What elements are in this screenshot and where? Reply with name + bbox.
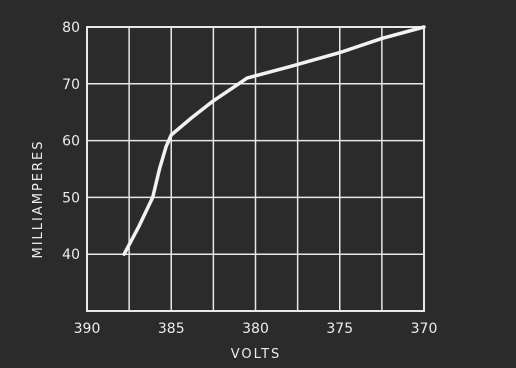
- x-tick-label: 380: [242, 321, 269, 337]
- y-tick-labels: 40 50 60 70 80: [62, 20, 80, 263]
- x-tick-label: 375: [326, 321, 353, 337]
- series-layer: [122, 25, 426, 256]
- x-tick-label: 385: [158, 321, 185, 337]
- x-tick-labels: 390 385 380 375 370: [74, 321, 438, 337]
- x-tick-label: 370: [411, 321, 438, 337]
- y-tick-label: 60: [62, 134, 80, 150]
- x-axis-title: VOLTS: [231, 347, 282, 362]
- x-tick-label: 390: [74, 321, 101, 337]
- y-tick-label: 50: [62, 190, 80, 206]
- y-tick-label: 70: [62, 77, 80, 93]
- y-axis-title: MILLIAMPERES: [31, 139, 46, 258]
- y-tick-label: 80: [62, 20, 80, 36]
- y-tick-label: 40: [62, 247, 80, 263]
- series-line: [122, 25, 426, 256]
